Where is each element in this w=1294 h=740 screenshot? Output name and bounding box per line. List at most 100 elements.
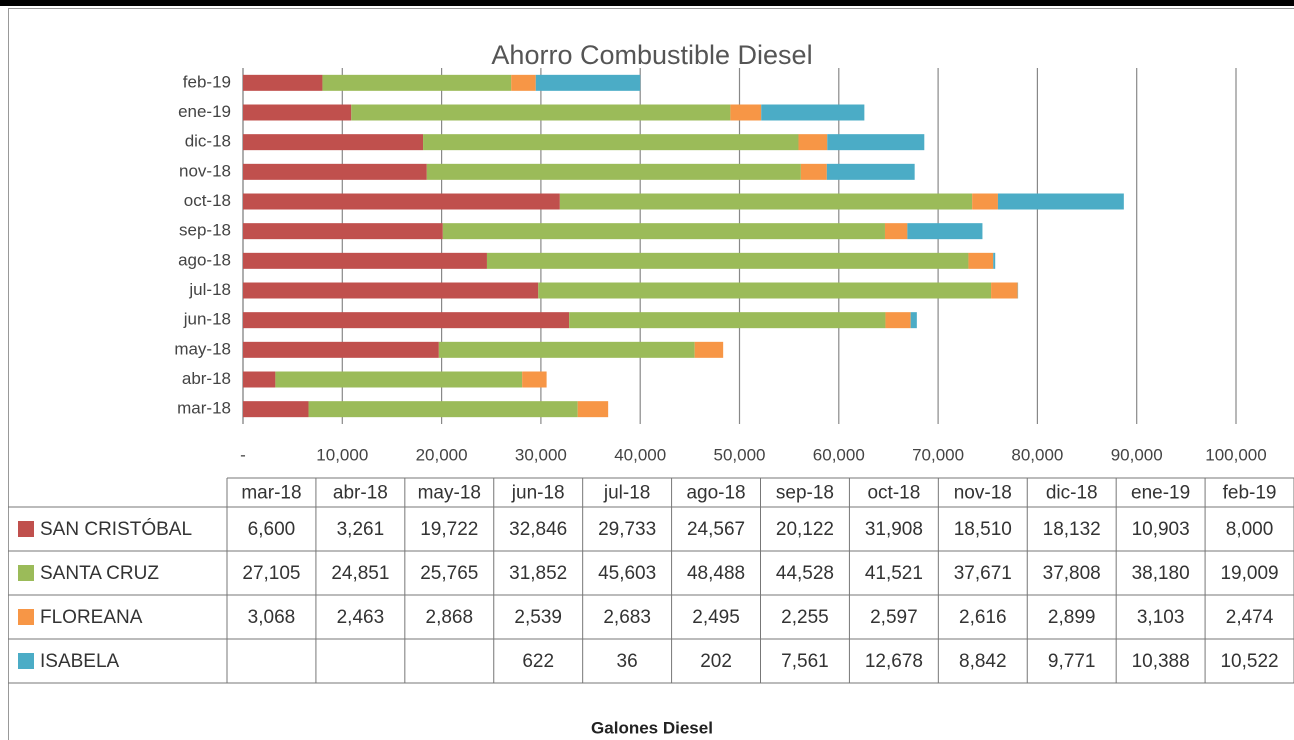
table-value: 45,603 [598,563,656,584]
bar-segment [694,341,724,358]
table-value: 2,616 [959,607,1007,628]
x-tick-label: 90,000 [1111,445,1163,464]
table-header: dic-18 [1046,483,1098,504]
bar-segment [243,134,424,151]
y-tick-label: feb-19 [183,72,231,91]
table-value: 622 [522,651,554,672]
table-header: sep-18 [776,483,834,504]
y-tick-label: jun-18 [183,310,231,329]
bar-segment [800,163,827,180]
bar-segment [243,341,439,358]
x-tick-label: - [240,445,246,464]
bar-segment [243,223,443,240]
y-tick-label: nov-18 [179,161,231,180]
x-tick-label: 60,000 [813,445,865,464]
bar-segment [535,74,641,91]
table-header: ago-18 [686,483,745,504]
x-tick-label: 50,000 [714,445,766,464]
bar-segment [322,74,512,91]
table-value: 2,255 [781,607,829,628]
table-value: 31,908 [865,519,923,540]
bar-segment [522,371,547,388]
bar-segment [968,252,994,269]
table-header: oct-18 [867,483,920,504]
bar-segment [538,282,992,299]
bar-segment [577,401,609,418]
table-value: 2,868 [426,607,474,628]
bar-segment [442,223,885,240]
bar-segment [511,74,536,91]
y-tick-label: ago-18 [178,250,231,269]
table-header: abr-18 [333,483,388,504]
table-value: 10,522 [1220,651,1278,672]
legend-label: FLOREANA [40,607,143,628]
table-value: 9,771 [1048,651,1096,672]
table-value: 19,009 [1220,563,1278,584]
bar-segment [243,252,487,269]
chart-border [8,8,1294,740]
bar-segment [559,193,973,210]
legend-swatch [18,565,34,581]
bar-segment [972,193,998,210]
bar-segment [351,104,731,121]
y-tick-label: sep-18 [179,221,231,240]
bar-segment [243,371,276,388]
bar-segment [308,401,578,418]
table-value: 18,132 [1043,519,1101,540]
table-header: nov-18 [954,483,1012,504]
x-tick-label: 70,000 [912,445,964,464]
table-value: 6,600 [248,519,296,540]
table-value: 3,103 [1137,607,1185,628]
table-value: 2,899 [1048,607,1096,628]
bar-segment [243,104,352,121]
table-value: 2,539 [514,607,562,628]
table-value: 12,678 [865,651,923,672]
table-value: 31,852 [509,563,567,584]
bar-segment [569,312,886,329]
x-tick-label: 80,000 [1011,445,1063,464]
bar-segment [243,163,427,180]
table-value: 41,521 [865,563,923,584]
table-value: 7,561 [781,651,829,672]
bar-segment [993,252,996,269]
bar-segment [997,193,1124,210]
table-value: 202 [700,651,732,672]
bar-segment [907,223,983,240]
bar-segment [275,371,523,388]
x-tick-label: 40,000 [614,445,666,464]
x-tick-label: 100,000 [1205,445,1266,464]
table-value: 29,733 [598,519,656,540]
table-value: 25,765 [420,563,478,584]
bar-segment [761,104,865,121]
y-tick-label: abr-18 [182,369,231,388]
y-tick-label: ene-19 [178,102,231,121]
bar-segment [243,282,539,299]
table-value: 3,261 [337,519,385,540]
table-value: 10,903 [1132,519,1190,540]
table-value: 27,105 [242,563,300,584]
bar-segment [798,134,828,151]
bar-segment [827,134,925,151]
table-value: 2,683 [603,607,651,628]
y-tick-label: dic-18 [185,132,231,151]
table-value: 2,597 [870,607,918,628]
table-header: may-18 [418,483,481,504]
table-header: ene-19 [1131,483,1190,504]
table-value: 2,495 [692,607,740,628]
bar-segment [910,312,917,329]
table-value: 2,463 [337,607,385,628]
table-value: 48,488 [687,563,745,584]
bar-segment [438,341,695,358]
chart-title: Ahorro Combustible Diesel [491,40,812,70]
legend-label: ISABELA [40,651,120,672]
bar-segment [423,134,799,151]
table-value: 37,808 [1043,563,1101,584]
bar-segment [884,223,908,240]
x-tick-label: 10,000 [316,445,368,464]
table-value: 18,510 [954,519,1012,540]
bar-segment [426,163,801,180]
table-value: 32,846 [509,519,567,540]
table-value: 10,388 [1132,651,1190,672]
y-tick-label: may-18 [174,339,231,358]
